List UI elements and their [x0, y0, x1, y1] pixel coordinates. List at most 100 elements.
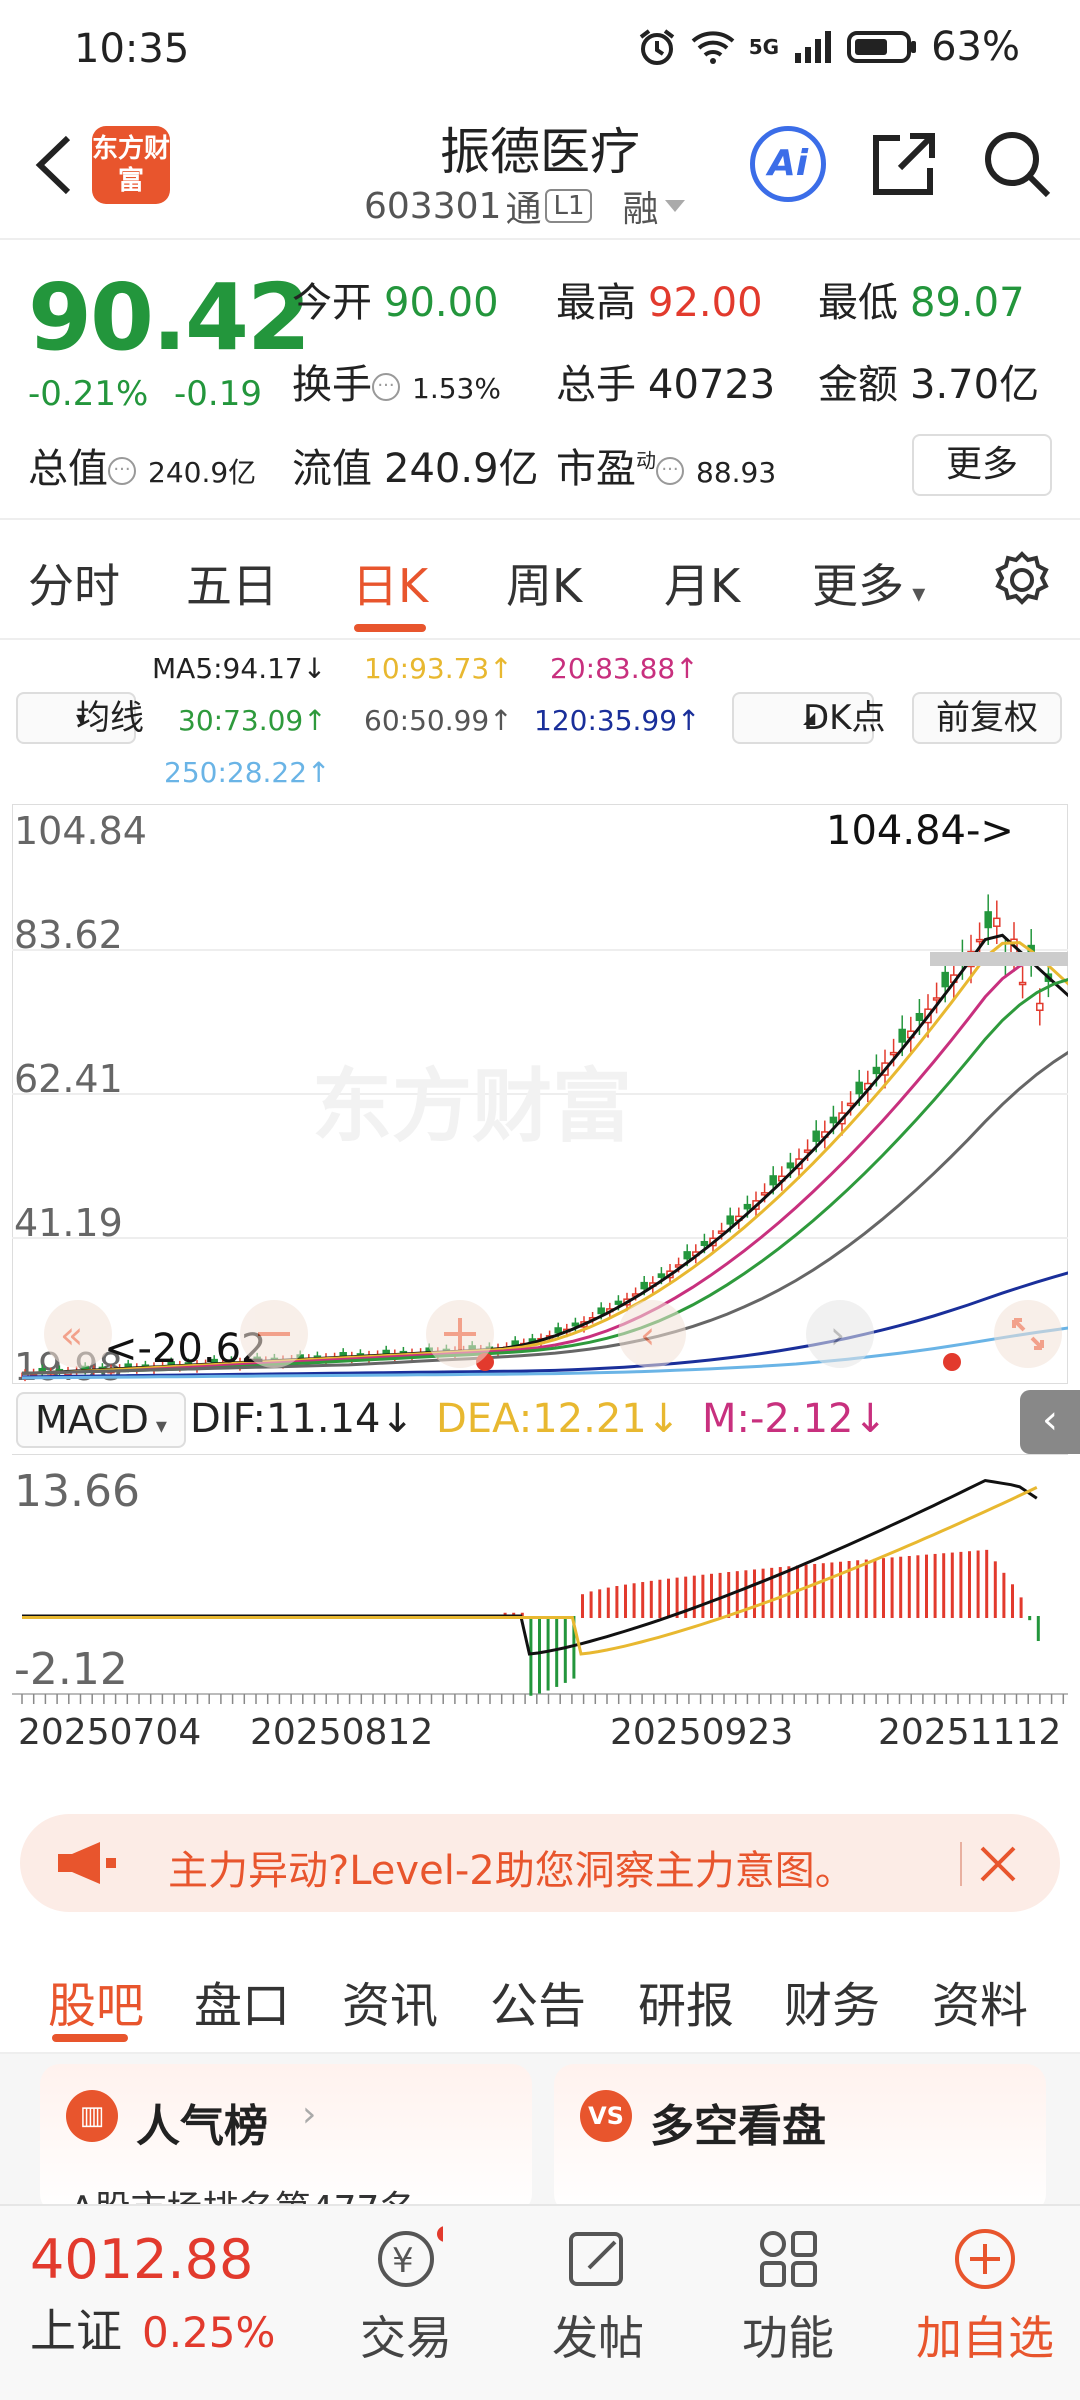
date-label: 20251112: [878, 1712, 1062, 1753]
tab-profile[interactable]: 资料: [932, 1978, 1029, 2034]
tab-intraday[interactable]: 分时: [28, 559, 120, 613]
y-label-3: 62.41: [14, 1057, 123, 1101]
macd-bar: [529, 1616, 533, 1696]
candle-body: [640, 1281, 648, 1290]
search-icon[interactable]: [982, 129, 1052, 199]
amount-field: 金额 3.70亿: [818, 362, 1040, 408]
network-type: 5G: [748, 35, 780, 59]
tab-finance[interactable]: 财务: [784, 1978, 881, 2034]
candle-body: [614, 1300, 623, 1305]
popularity-card[interactable]: ▥ 人气榜 › A股市场排名第477名: [40, 2064, 532, 2230]
dk-point-button[interactable]: DK点 ◢: [732, 692, 885, 744]
tab-research[interactable]: 研报: [638, 1978, 735, 2034]
candle-body: [1036, 1002, 1044, 1012]
macd-bar: [933, 1553, 937, 1618]
ranking-icon: ▥: [66, 2090, 118, 2142]
macd-bar: [572, 1616, 576, 1679]
macd-bar: [675, 1577, 679, 1618]
info-icon[interactable]: ···: [372, 373, 400, 401]
nav-post[interactable]: 发帖: [538, 2226, 658, 2368]
macd-bar: [1019, 1597, 1023, 1618]
more-button[interactable]: 更多: [912, 434, 1052, 496]
min-price-label: <-20.62: [104, 1326, 266, 1372]
macd-bar: [753, 1569, 756, 1618]
macd-bar: [606, 1587, 610, 1618]
tab-guba[interactable]: 股吧: [48, 1978, 145, 2034]
ma-line: [21, 941, 1068, 1375]
tab-announcements[interactable]: 公告: [490, 1978, 587, 2034]
macd-bar: [942, 1553, 946, 1618]
macd-bar: [847, 1560, 851, 1618]
macd-bar: [667, 1578, 670, 1618]
macd-histogram: [503, 1549, 1040, 1696]
tab-news[interactable]: 资讯: [342, 1978, 439, 2034]
wifi-icon: [691, 31, 735, 64]
tab-pankou[interactable]: 盘口: [194, 1978, 291, 2034]
macd-bar: [770, 1567, 774, 1618]
nav-functions[interactable]: 功能: [728, 2226, 848, 2368]
date-label: 20250704: [18, 1712, 202, 1753]
fullscreen-button[interactable]: [994, 1300, 1062, 1368]
signal-icon: [795, 31, 832, 63]
feed-tabs: 股吧 盘口 资讯 公告 研报 财务 资料: [0, 1934, 1080, 2054]
macd-bar: [804, 1564, 808, 1618]
market-cap-field: 总值 ··· 240.9亿: [28, 446, 257, 492]
next-button[interactable]: [806, 1300, 874, 1368]
ai-button[interactable]: Ai: [750, 126, 826, 202]
watermark: 东方财富: [312, 1060, 632, 1153]
nav-add-watchlist[interactable]: 加自选: [900, 2226, 1070, 2368]
tab-more[interactable]: 更多 ▾: [812, 559, 926, 613]
y-label-2: 83.62: [14, 913, 123, 957]
info-icon[interactable]: ···: [656, 457, 684, 485]
macd-y-top: 13.66: [14, 1466, 140, 1517]
scroll-left-button[interactable]: [44, 1300, 112, 1368]
y-label-4: 41.19: [14, 1201, 123, 1245]
macd-selector[interactable]: MACD ▾: [16, 1392, 186, 1448]
macd-bar: [1036, 1616, 1040, 1642]
edit-icon: [569, 2232, 623, 2286]
tab-five-day[interactable]: 五日: [186, 559, 278, 613]
svg-text:‹: ‹: [640, 1313, 655, 1357]
date-label: 20250923: [610, 1712, 794, 1753]
bull-bear-card[interactable]: VS 多空看盘: [554, 2064, 1046, 2214]
alarm-icon: [639, 29, 674, 65]
tab-daily-k[interactable]: 日K: [352, 559, 429, 613]
change-percent: -0.21%: [28, 374, 149, 414]
svg-text:«: «: [60, 1313, 83, 1357]
dropdown-icon[interactable]: [663, 198, 687, 214]
index-quote[interactable]: 4012.88 上证 0.25%: [30, 2228, 330, 2388]
close-icon[interactable]: [976, 1842, 1020, 1886]
candle-body: [683, 1251, 691, 1260]
macd-bar: [1028, 1616, 1032, 1621]
macd-bar: [882, 1558, 885, 1618]
back-arrow-icon[interactable]: [26, 130, 86, 200]
macd-bar: [830, 1562, 834, 1618]
date-ticks: [21, 1694, 1065, 1704]
macd-bar: [520, 1612, 524, 1618]
macd-bar: [649, 1580, 653, 1618]
candle-body: [726, 1215, 734, 1225]
index-value: 4012.88: [30, 2228, 254, 2291]
candle-body: [769, 1175, 777, 1186]
kline-chart[interactable]: 东方财富 104.84 83.62 62.41 41.19 19.98 104.…: [12, 804, 1068, 1384]
tab-monthly-k[interactable]: 月K: [664, 559, 741, 613]
promo-banner[interactable]: 主力异动?Level-2助您洞察主力意图。: [20, 1814, 1060, 1912]
macd-bar: [546, 1616, 550, 1691]
adjust-button[interactable]: 前复权: [912, 692, 1062, 744]
settings-icon[interactable]: [992, 550, 1052, 610]
prev-button[interactable]: [618, 1300, 686, 1368]
collapse-panel-button[interactable]: ‹: [1020, 1390, 1080, 1454]
macd-bar: [985, 1549, 989, 1618]
macd-bar: [563, 1616, 567, 1683]
macd-bar: [864, 1559, 868, 1618]
candle-body: [571, 1322, 580, 1327]
nav-trade[interactable]: ¥ 交易: [346, 2226, 466, 2368]
turnover-field: 换手 ··· 1.53%: [292, 362, 501, 408]
tab-weekly-k[interactable]: 周K: [506, 559, 583, 613]
ma-toggle[interactable]: 均线 ▾: [16, 692, 144, 744]
info-icon[interactable]: ···: [108, 457, 136, 485]
ma-line: [21, 1050, 1068, 1375]
price-band: [930, 952, 1068, 966]
macd-chart[interactable]: 13.66 -2.12: [12, 1454, 1068, 1794]
share-icon[interactable]: [870, 130, 938, 198]
